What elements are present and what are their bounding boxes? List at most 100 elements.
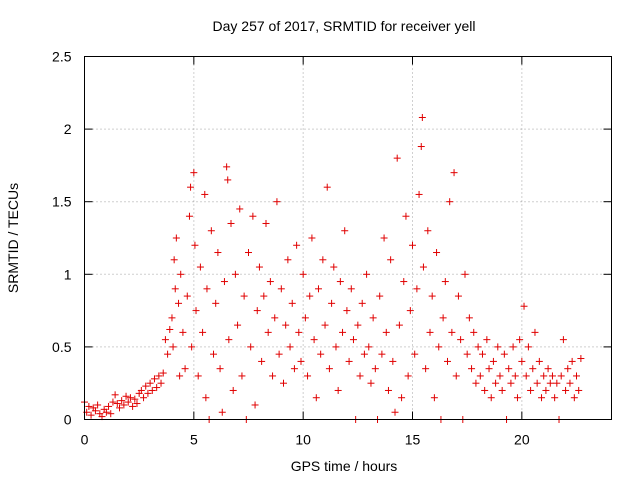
data-point (247, 343, 255, 351)
data-point (144, 389, 152, 397)
data-point (231, 270, 239, 278)
data-point (433, 249, 441, 257)
data-point (131, 395, 139, 403)
data-point (115, 404, 123, 412)
data-point (282, 321, 290, 329)
data-point (564, 365, 572, 373)
data-point (170, 256, 178, 264)
data-point (177, 270, 185, 278)
data-point (367, 379, 375, 387)
data-point (406, 307, 414, 315)
data-point (559, 336, 567, 344)
data-point (395, 321, 403, 329)
data-point (430, 394, 438, 402)
data-point (487, 394, 495, 402)
data-point (295, 328, 303, 336)
data-point (288, 299, 296, 307)
data-point (279, 379, 287, 387)
data-point (171, 285, 179, 293)
data-point (332, 343, 340, 351)
data-point (251, 401, 259, 409)
data-point (400, 278, 408, 286)
data-point (227, 219, 235, 227)
data-point (321, 321, 329, 329)
data-point (527, 386, 535, 394)
data-point (439, 314, 447, 322)
data-point (511, 372, 519, 380)
data-point (509, 343, 517, 351)
data-point (137, 386, 145, 394)
data-point (496, 372, 504, 380)
data-point (422, 365, 430, 373)
data-point (363, 270, 371, 278)
data-point (284, 256, 292, 264)
data-point (336, 278, 344, 286)
data-point (393, 154, 401, 162)
data-point (107, 410, 115, 418)
data-point (196, 263, 204, 271)
data-point (391, 408, 399, 416)
data-point (146, 379, 154, 387)
data-point (207, 227, 215, 235)
data-point (153, 384, 161, 392)
axis-ticks (84, 56, 612, 420)
data-point (507, 379, 515, 387)
data-point (161, 336, 169, 344)
data-point (255, 263, 263, 271)
data-point (293, 241, 301, 249)
data-point (520, 302, 528, 310)
data-point (224, 176, 232, 184)
data-point (411, 350, 419, 358)
data-point (168, 314, 176, 322)
data-point (175, 299, 183, 307)
data-point (371, 365, 379, 373)
data-point (463, 350, 471, 358)
x-tick-label: 5 (190, 432, 198, 448)
data-point (264, 328, 272, 336)
data-point (273, 198, 281, 206)
data-point (343, 307, 351, 315)
data-point (562, 386, 570, 394)
data-point (553, 379, 561, 387)
y-axis-title: SRMTID / TECUs (5, 183, 21, 293)
data-point (409, 241, 417, 249)
data-point (234, 321, 242, 329)
data-point (312, 394, 320, 402)
data-point (216, 365, 224, 373)
data-point (310, 336, 318, 344)
data-point (191, 241, 199, 249)
data-point (450, 169, 458, 177)
x-tick-label: 0 (81, 432, 89, 448)
data-point (494, 343, 502, 351)
data-point (441, 278, 449, 286)
data-point (223, 163, 231, 171)
data-point (150, 375, 158, 383)
data-point (457, 336, 465, 344)
data-point (424, 227, 432, 235)
data-point (446, 198, 454, 206)
data-point (299, 270, 307, 278)
data-point (218, 408, 226, 416)
data-point (148, 386, 156, 394)
data-point (402, 212, 410, 220)
y-tick-label: 1.5 (52, 194, 72, 210)
data-point (540, 372, 548, 380)
data-point (524, 343, 532, 351)
data-point (474, 343, 482, 351)
data-point (461, 270, 469, 278)
data-point (85, 402, 93, 410)
data-point (387, 256, 395, 264)
data-point (266, 278, 274, 286)
data-point (535, 357, 543, 365)
data-point (277, 285, 285, 293)
data-point (317, 350, 325, 358)
data-point (91, 407, 99, 415)
data-point (323, 183, 331, 191)
data-point (192, 307, 200, 315)
data-point (201, 190, 209, 198)
data-point (345, 357, 353, 365)
data-point (124, 398, 132, 406)
data-point (489, 357, 497, 365)
data-point (98, 413, 106, 421)
